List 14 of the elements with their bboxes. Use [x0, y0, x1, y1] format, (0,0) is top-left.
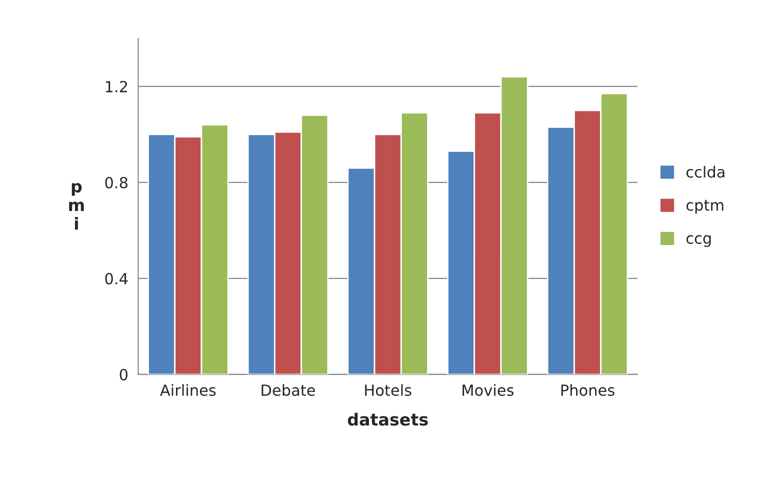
- x-tick-label: Phones: [561, 384, 614, 396]
- legend-label: ccg: [686, 235, 711, 247]
- x-tick-label: Hotels: [365, 384, 412, 396]
- y-axis-title: pmi: [69, 183, 84, 230]
- legend-label: cptm: [686, 200, 724, 214]
- x-axis-title: datasets: [348, 412, 428, 426]
- x-tick-label: Debate: [262, 384, 315, 396]
- y-tick-label: 0.8: [105, 176, 128, 188]
- y-tick-label: 1.2: [106, 80, 127, 92]
- x-tick-label: Airlines: [160, 384, 216, 396]
- y-tick-label: 0.4: [105, 272, 128, 284]
- legend-label: cclda: [686, 166, 724, 178]
- y-tick-label: 0: [120, 368, 128, 380]
- x-tick-label: Movies: [462, 384, 514, 396]
